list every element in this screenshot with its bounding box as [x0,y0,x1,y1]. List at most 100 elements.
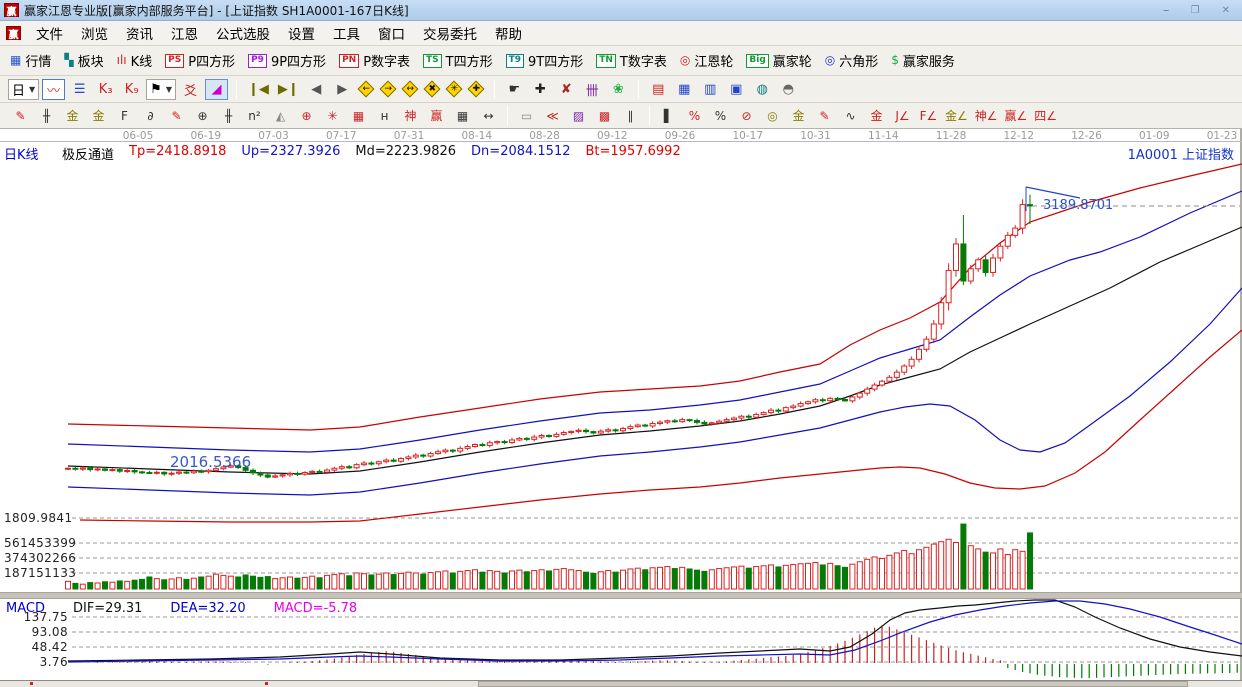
horizontal-scrollbar[interactable] [0,681,1242,687]
menu-item-帮助[interactable]: 帮助 [495,27,522,43]
draw-tool-39[interactable]: 赢∠ [1004,109,1028,123]
menu-item-工具[interactable]: 工具 [333,27,360,43]
last-bar-button[interactable]: ▶❙ [277,81,299,97]
draw-tool-12[interactable]: ✳ [327,108,338,123]
flag-combo[interactable]: ⚑ ▼ [146,78,176,100]
draw-tool-3[interactable]: 金 [92,109,105,123]
draw-tool-0[interactable]: ✎ [15,108,26,123]
volume-profile-button[interactable]: ◢ [204,78,228,100]
draw-tool-28[interactable]: % [714,108,727,123]
kline-button[interactable]: ılı K线 [113,49,160,72]
draw-tool-8[interactable]: ╫ [224,108,233,123]
quotes-button-icon: ▦ [10,53,22,67]
sectors-button[interactable]: ▚ 板块 [60,49,110,72]
draw-tool-13[interactable]: ▦ [352,108,365,123]
cross-button[interactable]: ✚ [467,80,486,99]
menu-item-文件[interactable]: 文件 [36,27,63,43]
draw-tool-22[interactable]: ▨ [572,108,585,123]
p-number-button[interactable]: PN P数字表 [335,49,417,72]
draw-tool-35[interactable]: J∠ [895,108,910,123]
maximize-button[interactable]: ❐ [1190,4,1200,16]
p-square-button[interactable]: PS P四方形 [161,49,242,72]
mini-3-button[interactable]: K₃ [98,81,113,97]
draw-tool-37[interactable]: 金∠ [945,109,968,123]
draw-tool-10[interactable]: ◭ [275,108,286,123]
mini-9-button[interactable]: K₉ [124,81,139,97]
calculator-button[interactable]: ▦ [678,81,691,97]
gann-wheel-button[interactable]: ◎ 江恩轮 [676,49,741,72]
draw-tool-7[interactable]: ⊕ [197,108,208,123]
list-button[interactable]: ☰ [73,81,86,97]
net-globe-button[interactable]: ◍ [756,81,768,97]
channel-button[interactable]: 〰 [42,78,66,100]
hand-tool-button[interactable]: ☛ [508,81,521,97]
close-button[interactable]: ✕ [1221,4,1230,16]
pan-left-button[interactable]: ← [357,80,376,99]
draw-tool-38[interactable]: 神∠ [974,109,998,123]
net-pc-button[interactable]: ◓ [782,81,794,97]
draw-tool-17[interactable]: ▦ [456,108,469,123]
menu-item-浏览[interactable]: 浏览 [81,27,108,43]
draw-tool-5[interactable]: ∂ [147,108,154,123]
expand-button[interactable]: ↔ [401,80,420,99]
draw-tool-30[interactable]: ◎ [767,108,778,123]
draw-tool-21[interactable]: ≪ [546,108,559,123]
draw-tool-1[interactable]: ╫ [42,108,51,123]
draw-tool-4[interactable]: F [121,108,128,123]
shrink-button[interactable]: ✖ [423,80,442,99]
hexagon-button[interactable]: ◎ 六角形 [821,49,886,72]
t-square-button[interactable]: TS T四方形 [419,49,500,72]
period-combo[interactable]: 日 ▼ [8,78,40,100]
menu-item-江恩[interactable]: 江恩 [171,27,198,43]
draw-tool-27[interactable]: % [688,108,701,123]
draw-tool-24[interactable]: ∥ [627,108,634,123]
nine-p-square-button[interactable]: P9 9P四方形 [244,49,333,72]
draw-tool-2[interactable]: 金 [66,109,79,123]
draw-tool-9[interactable]: n² [248,108,261,123]
draw-tool-26[interactable]: ▌ [663,108,674,123]
draw-tool-16[interactable]: 赢 [430,109,443,123]
winner-wheel-button[interactable]: Big 赢家轮 [742,49,818,72]
sketch-button[interactable]: 爻 [183,83,197,99]
next-bar-button[interactable]: ▶ [337,81,348,97]
draw-tool-36[interactable]: F∠ [919,108,938,123]
draw-tool-29[interactable]: ⊘ [741,108,752,123]
indicator-readout: 极反通道 Tp=2418.8918 Up=2327.3926 Md=2223.982… [62,144,696,163]
scrollbar-thumb[interactable] [478,681,1188,687]
angle-tool-button[interactable]: ✘ [560,81,572,97]
notes-button[interactable]: ▥ [704,81,717,97]
crosshair-tool-button[interactable]: ✚ [534,81,546,97]
nine-t-square-button[interactable]: T9 9T四方形 [502,49,591,72]
draw-tool-15[interactable]: 神 [404,109,417,123]
smart-button[interactable]: ❀ [612,81,624,97]
draw-tool-18[interactable]: ↔ [483,108,494,123]
first-bar-button[interactable]: ❙◀ [247,81,269,97]
menu-item-公式选股[interactable]: 公式选股 [216,27,270,43]
gann-grid-button[interactable]: 卌 [585,83,599,99]
prev-bar-button[interactable]: ◀ [311,81,322,97]
pan-right-button[interactable]: → [379,80,398,99]
draw-tool-33[interactable]: ∿ [845,108,856,123]
menu-item-资讯[interactable]: 资讯 [126,27,153,43]
draw-tool-32[interactable]: ✎ [819,108,830,123]
draw-tool-34[interactable]: 金 [870,109,883,123]
chart-area[interactable]: 06-05 06-19 07-03 07-17 07-31 08-14 08-28 09-12… [0,129,1242,681]
draw-tool-31[interactable]: 金 [792,109,805,123]
minimize-button[interactable]: ⎯ [1163,4,1169,16]
kline-chart-canvas[interactable] [0,129,1242,681]
calendar-button[interactable]: ▤ [652,81,665,97]
draw-tool-23[interactable]: ▩ [598,108,611,123]
draw-tool-11[interactable]: ⊕ [301,108,312,123]
draw-tool-14[interactable]: ʜ [380,108,389,123]
menu-item-设置[interactable]: 设置 [288,27,315,43]
menu-item-交易委托[interactable]: 交易委托 [423,27,477,43]
winner-service-button[interactable]: $ 赢家服务 [887,49,962,72]
quotes-button[interactable]: ▦ 行情 [6,49,58,72]
draw-tool-40[interactable]: 四∠ [1034,109,1058,123]
t-number-button[interactable]: TN T数字表 [592,49,674,72]
star-button[interactable]: ✳ [445,80,464,99]
draw-tool-20[interactable]: ▭ [520,108,533,123]
save-button[interactable]: ▣ [730,81,743,97]
menu-item-窗口[interactable]: 窗口 [378,27,405,43]
draw-tool-6[interactable]: ✎ [171,108,182,123]
